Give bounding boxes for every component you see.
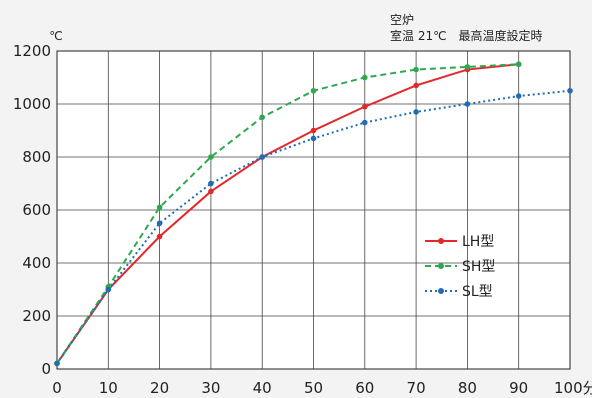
data-point [208,188,214,195]
data-point [362,103,368,110]
y-axis-label: ℃ [49,29,62,43]
x-tick-label: 40 [253,379,272,397]
data-point [259,114,266,121]
y-tick-label: 400 [22,254,51,272]
data-point [413,66,419,73]
legend-label: SL型 [462,284,493,300]
y-tick-label: 1200 [13,42,51,60]
data-point [464,64,471,70]
series-lines [54,61,573,367]
data-point [310,135,317,142]
series-line-0 [56,63,519,365]
x-tick-label: 20 [150,379,169,397]
data-point [362,74,368,81]
data-point [310,87,317,94]
x-tick-label: 80 [458,379,477,397]
y-tick-label: 1000 [13,95,51,113]
data-point [362,119,368,126]
y-tick-label: 800 [22,148,51,166]
data-point [464,101,471,107]
data-point [413,109,419,115]
x-tick-label: 0 [52,379,62,397]
x-tick-label: 100分 [554,379,592,397]
x-tick-label: 90 [509,379,528,397]
y-tick-label: 200 [22,307,51,325]
legend-label: LH型 [462,234,494,250]
x-tick-label: 10 [99,379,118,397]
data-point [156,220,163,227]
data-point [208,154,214,160]
grid [57,51,570,369]
legend-marker [438,288,444,294]
x-tick-label: 30 [201,379,220,397]
data-point [515,93,522,99]
legend-marker [438,263,444,269]
data-point [413,82,419,89]
data-point [156,233,163,240]
y-axis-ticks: 0 200 400 600 800 1000 1200 [13,42,51,378]
y-tick-label: 0 [41,360,51,378]
annotation-line-1: 空炉 [390,13,414,27]
data-point [54,360,60,367]
x-axis-ticks: 0 10 20 30 40 50 60 70 80 90 100分 [52,379,592,397]
data-point [259,154,266,160]
x-tick-label: 60 [355,379,374,397]
data-point [105,286,112,293]
data-point [567,87,573,94]
series-line-1 [56,63,519,364]
data-point [515,61,522,68]
annotation-line-2: 室温 21℃ 最高温度設定時 [390,28,543,43]
data-point [208,180,214,187]
legend-marker [438,238,444,244]
legend-label: SH型 [462,259,495,275]
data-point [310,127,317,134]
legend: LH型 SH型 SL型 [425,234,495,300]
y-tick-label: 600 [22,201,51,219]
data-point [156,204,163,211]
x-tick-label: 70 [407,379,426,397]
x-tick-label: 50 [304,379,323,397]
